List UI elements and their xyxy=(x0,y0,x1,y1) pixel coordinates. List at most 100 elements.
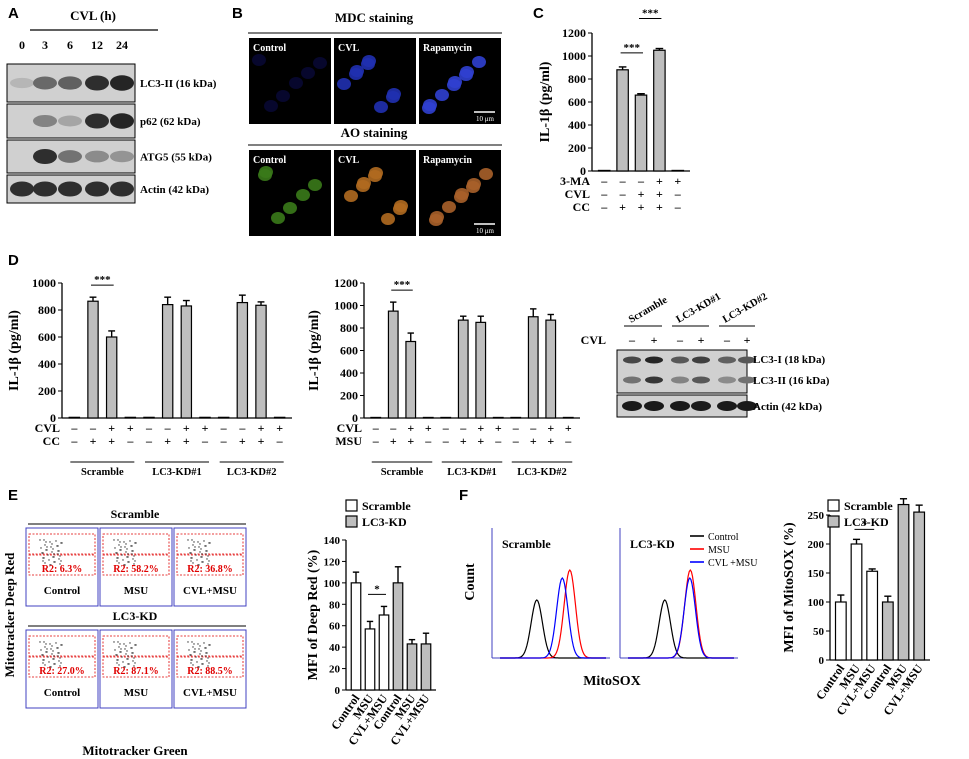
condition-sign: + xyxy=(425,421,432,435)
cell xyxy=(472,56,486,68)
y-tick-label: 120 xyxy=(324,556,341,568)
legend-swatch xyxy=(827,499,840,512)
r2-percent: R2: 36.8% xyxy=(187,564,233,575)
y-tick-label: 400 xyxy=(340,366,358,380)
y-tick-label: 60 xyxy=(329,621,341,633)
event-dot xyxy=(203,540,205,542)
condition-sign: + xyxy=(276,421,283,435)
bar xyxy=(406,643,418,691)
event-dot xyxy=(54,561,56,563)
bar xyxy=(68,416,81,419)
condition-sign: – xyxy=(372,421,380,435)
bar xyxy=(913,511,926,661)
cell xyxy=(252,54,266,66)
blot-label: LC3-II (16 kDa) xyxy=(140,78,217,90)
gate-r1 xyxy=(28,635,96,657)
condition-row-label: CC xyxy=(573,200,590,214)
condition-sign: – xyxy=(276,434,284,448)
significance-mark: *** xyxy=(94,274,111,286)
event-dot xyxy=(118,664,120,666)
event-dot xyxy=(41,654,43,656)
gate-r1 xyxy=(176,635,244,657)
event-dot xyxy=(131,553,133,555)
event-dot xyxy=(57,652,59,654)
event-dot xyxy=(49,643,51,645)
condition-sign: – xyxy=(389,421,397,435)
event-dot xyxy=(127,561,129,563)
gate-r2 xyxy=(102,656,170,678)
condition-sign: + xyxy=(547,434,554,448)
cell xyxy=(276,90,290,102)
event-dot xyxy=(131,647,133,649)
cell xyxy=(393,203,407,215)
event-dot xyxy=(200,658,202,660)
event-dot xyxy=(191,539,193,541)
cell xyxy=(374,101,388,113)
event-dot xyxy=(117,557,119,559)
condition-sign: + xyxy=(127,421,134,435)
micrograph xyxy=(249,150,331,236)
blot-band xyxy=(670,401,690,411)
event-dot xyxy=(46,546,48,548)
event-dot xyxy=(59,555,61,557)
event-dot xyxy=(207,657,209,659)
event-dot xyxy=(199,551,201,553)
event-dot xyxy=(190,659,192,661)
bar xyxy=(405,340,417,419)
event-dot xyxy=(40,547,42,549)
y-tick-label: 1000 xyxy=(32,276,56,290)
event-dot xyxy=(53,658,55,660)
y-tick-label: 400 xyxy=(568,118,586,132)
event-dot xyxy=(120,546,122,548)
hist-legend-label: Control xyxy=(708,532,739,543)
event-dot xyxy=(197,666,199,668)
event-dot xyxy=(42,662,44,664)
blot-band xyxy=(623,356,641,364)
legend-label: LC3-KD xyxy=(362,515,407,529)
event-dot xyxy=(192,544,194,546)
bar xyxy=(492,416,504,419)
event-dot xyxy=(114,649,116,651)
bar xyxy=(897,503,910,661)
event-dot xyxy=(188,649,190,651)
flow-cytometry-grid: Mitotracker Deep Red Mitotracker Green Scr… xyxy=(2,507,247,758)
event-dot xyxy=(194,648,196,650)
event-dot xyxy=(207,665,209,667)
condition-sign: + xyxy=(258,421,265,435)
legend-swatch xyxy=(345,515,358,528)
blot-cvl-sign: – xyxy=(628,333,636,347)
panel-f-label: F xyxy=(459,487,468,504)
blot-band xyxy=(645,356,663,364)
event-dot xyxy=(116,659,118,661)
bar xyxy=(387,310,399,419)
event-dot xyxy=(120,648,122,650)
bar xyxy=(392,582,404,691)
bar xyxy=(634,94,648,172)
condition-sign: + xyxy=(547,421,554,435)
condition-sign: + xyxy=(656,187,663,201)
gate-r1 xyxy=(102,635,170,657)
panel-a-label: A xyxy=(8,5,19,22)
event-dot xyxy=(119,651,121,653)
event-dot xyxy=(122,559,124,561)
cell xyxy=(466,181,480,193)
blot-band xyxy=(644,401,664,411)
panel-d-label: D xyxy=(8,252,19,269)
event-dot xyxy=(132,652,134,654)
cell xyxy=(447,79,461,91)
event-dot xyxy=(197,541,199,543)
flow-condition: Control xyxy=(44,585,80,597)
condition-sign: – xyxy=(674,200,682,214)
condition-sign: + xyxy=(183,421,190,435)
event-dot xyxy=(199,653,201,655)
panel-c: C 0 200 400 600 800 1000 1200 IL-1β (pg/ml) *** *… xyxy=(533,5,690,214)
condition-sign: – xyxy=(164,421,172,435)
condition-sign: + xyxy=(477,421,484,435)
condition-label: CVL xyxy=(338,155,359,166)
cell xyxy=(386,91,400,103)
event-dot xyxy=(192,664,194,666)
blot-band xyxy=(85,181,109,197)
bar xyxy=(562,416,574,419)
event-dot xyxy=(44,646,46,648)
